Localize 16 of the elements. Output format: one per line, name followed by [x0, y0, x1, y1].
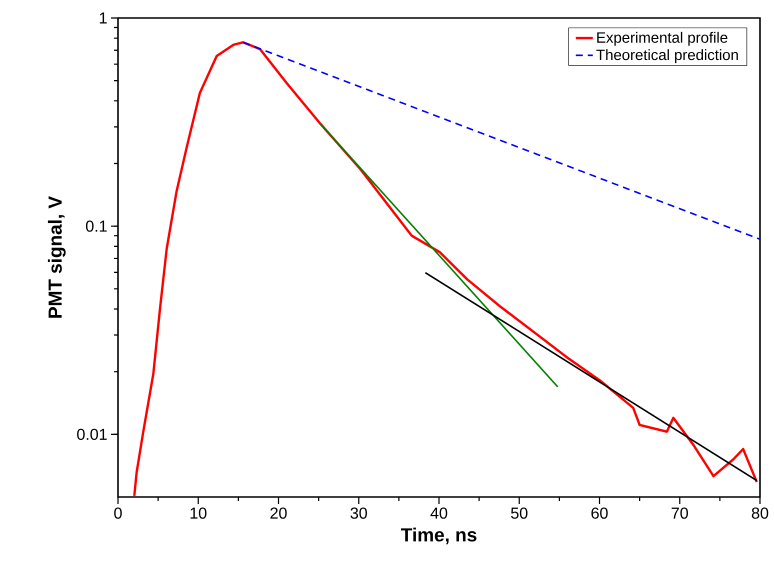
x-tick-label: 80 [752, 507, 768, 519]
legend-label: Experimental profile [597, 32, 728, 46]
x-tick-label: 60 [591, 507, 608, 519]
legend-label: Theoretical prediction [596, 49, 738, 64]
x-tick-label: 10 [190, 507, 206, 519]
x-tick-label: 20 [270, 507, 287, 519]
y-axis-title: PMT signal, V [48, 196, 66, 318]
x-tick-label: 50 [511, 507, 528, 519]
y-tick-label: 0.1 [86, 220, 107, 232]
x-tick-label: 0 [114, 507, 122, 519]
x-axis-title: Time, ns [400, 528, 476, 544]
x-tick-label: 30 [350, 507, 367, 519]
y-tick-label: 1 [100, 12, 107, 24]
x-tick-label: 40 [430, 507, 448, 519]
y-tick-label: 0.01 [77, 428, 107, 440]
x-tick-label: 70 [672, 507, 688, 519]
